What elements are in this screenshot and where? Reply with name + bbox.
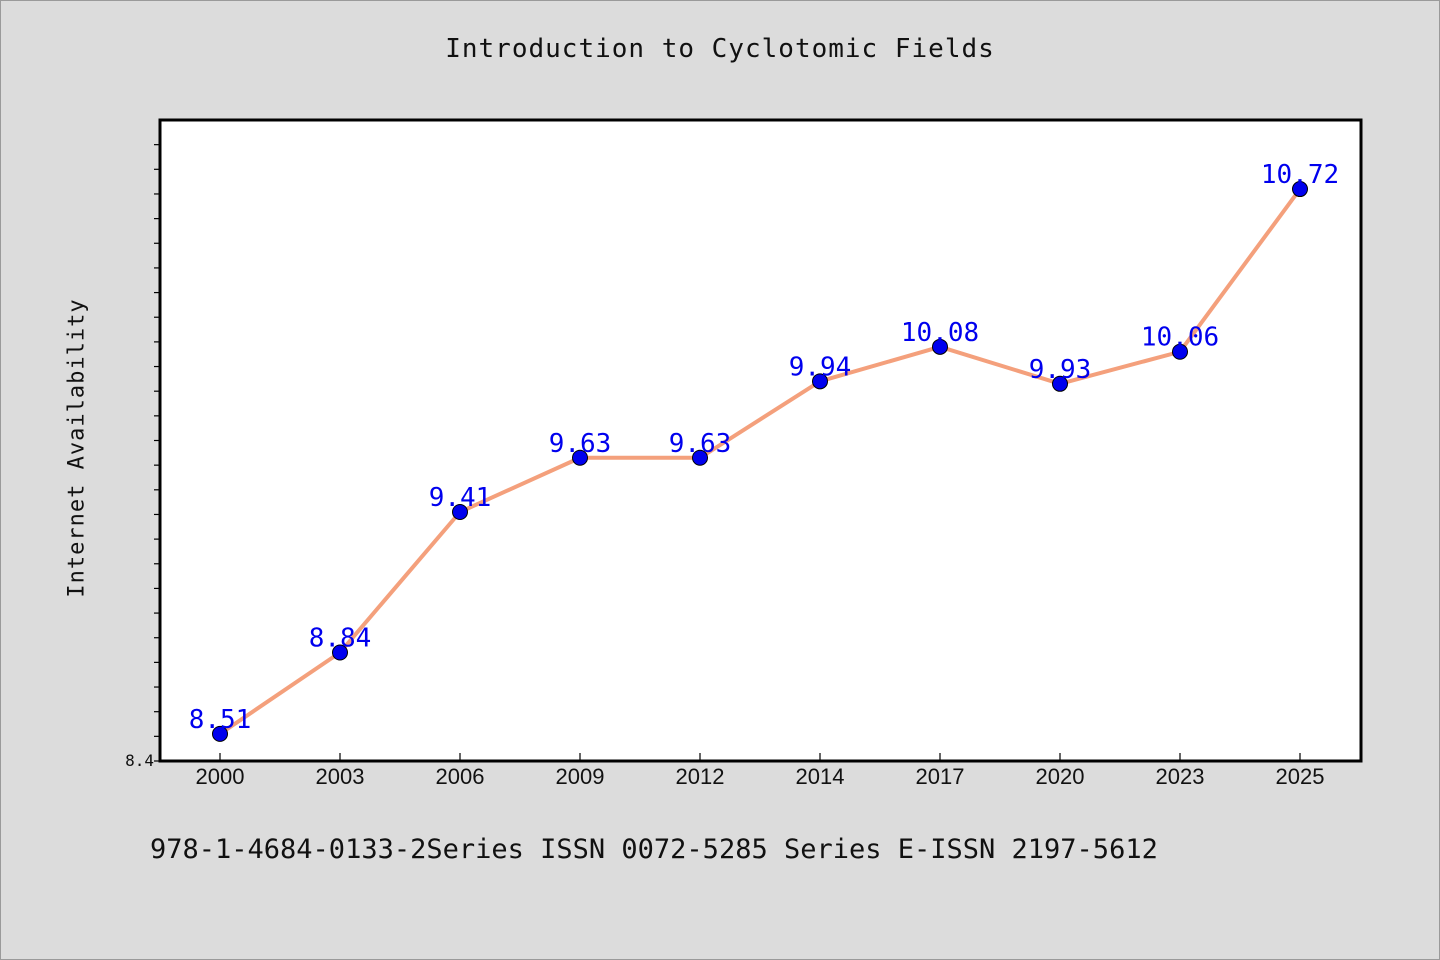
x-tick-label: 2003 (316, 764, 365, 789)
data-point (332, 644, 348, 661)
x-tick-label: 2012 (676, 764, 725, 789)
y-tick-label: 8.4 (125, 751, 154, 770)
x-tick-label: 2006 (436, 764, 485, 789)
data-label: 9.94 (789, 352, 852, 382)
data-point (932, 338, 948, 355)
y-axis-ticks: 8.4 (125, 144, 160, 770)
data-point (692, 449, 708, 466)
x-tick-label: 2023 (1156, 764, 1205, 789)
data-point (572, 449, 588, 466)
data-label: 8.51 (189, 705, 252, 735)
data-label: 10.06 (1141, 323, 1219, 353)
x-axis-ticks: 2000 2003 2006 2009 2012 2014 2017 2020 2023 2025 (196, 753, 1325, 789)
plot-area (158, 118, 1363, 763)
x-tick-label: 2014 (796, 764, 845, 789)
x-tick-label: 2017 (916, 764, 965, 789)
x-tick-label: 2009 (556, 764, 605, 789)
data-point (452, 503, 468, 520)
series-group (212, 181, 1308, 742)
data-point (212, 725, 228, 742)
data-label: 9.63 (549, 429, 612, 459)
x-tick-label: 2025 (1276, 764, 1325, 789)
series-line (218, 187, 1302, 736)
data-point (1292, 181, 1308, 198)
data-point (1052, 375, 1068, 392)
x-tick-label: 2000 (196, 764, 245, 789)
data-label: 10.08 (901, 318, 979, 348)
data-point (1172, 343, 1188, 360)
x-tick-label: 2020 (1036, 764, 1085, 789)
data-label: 9.41 (429, 483, 492, 513)
chart-title: Introduction to Cyclotomic Fields (445, 34, 995, 64)
data-label: 9.93 (1029, 355, 1092, 385)
data-point (812, 373, 828, 390)
data-labels: 8.51 8.84 9.41 9.63 9.63 9.94 10.08 9.93 10.06 10… (189, 160, 1339, 735)
data-label: 8.84 (309, 624, 372, 654)
footer-isbn-text: 978-1-4684-0133-2Series ISSN 0072-5285 S… (150, 834, 1158, 865)
data-label: 10.72 (1261, 160, 1339, 190)
y-axis-label: Internet Availability (64, 298, 90, 598)
data-label: 9.63 (669, 429, 732, 459)
